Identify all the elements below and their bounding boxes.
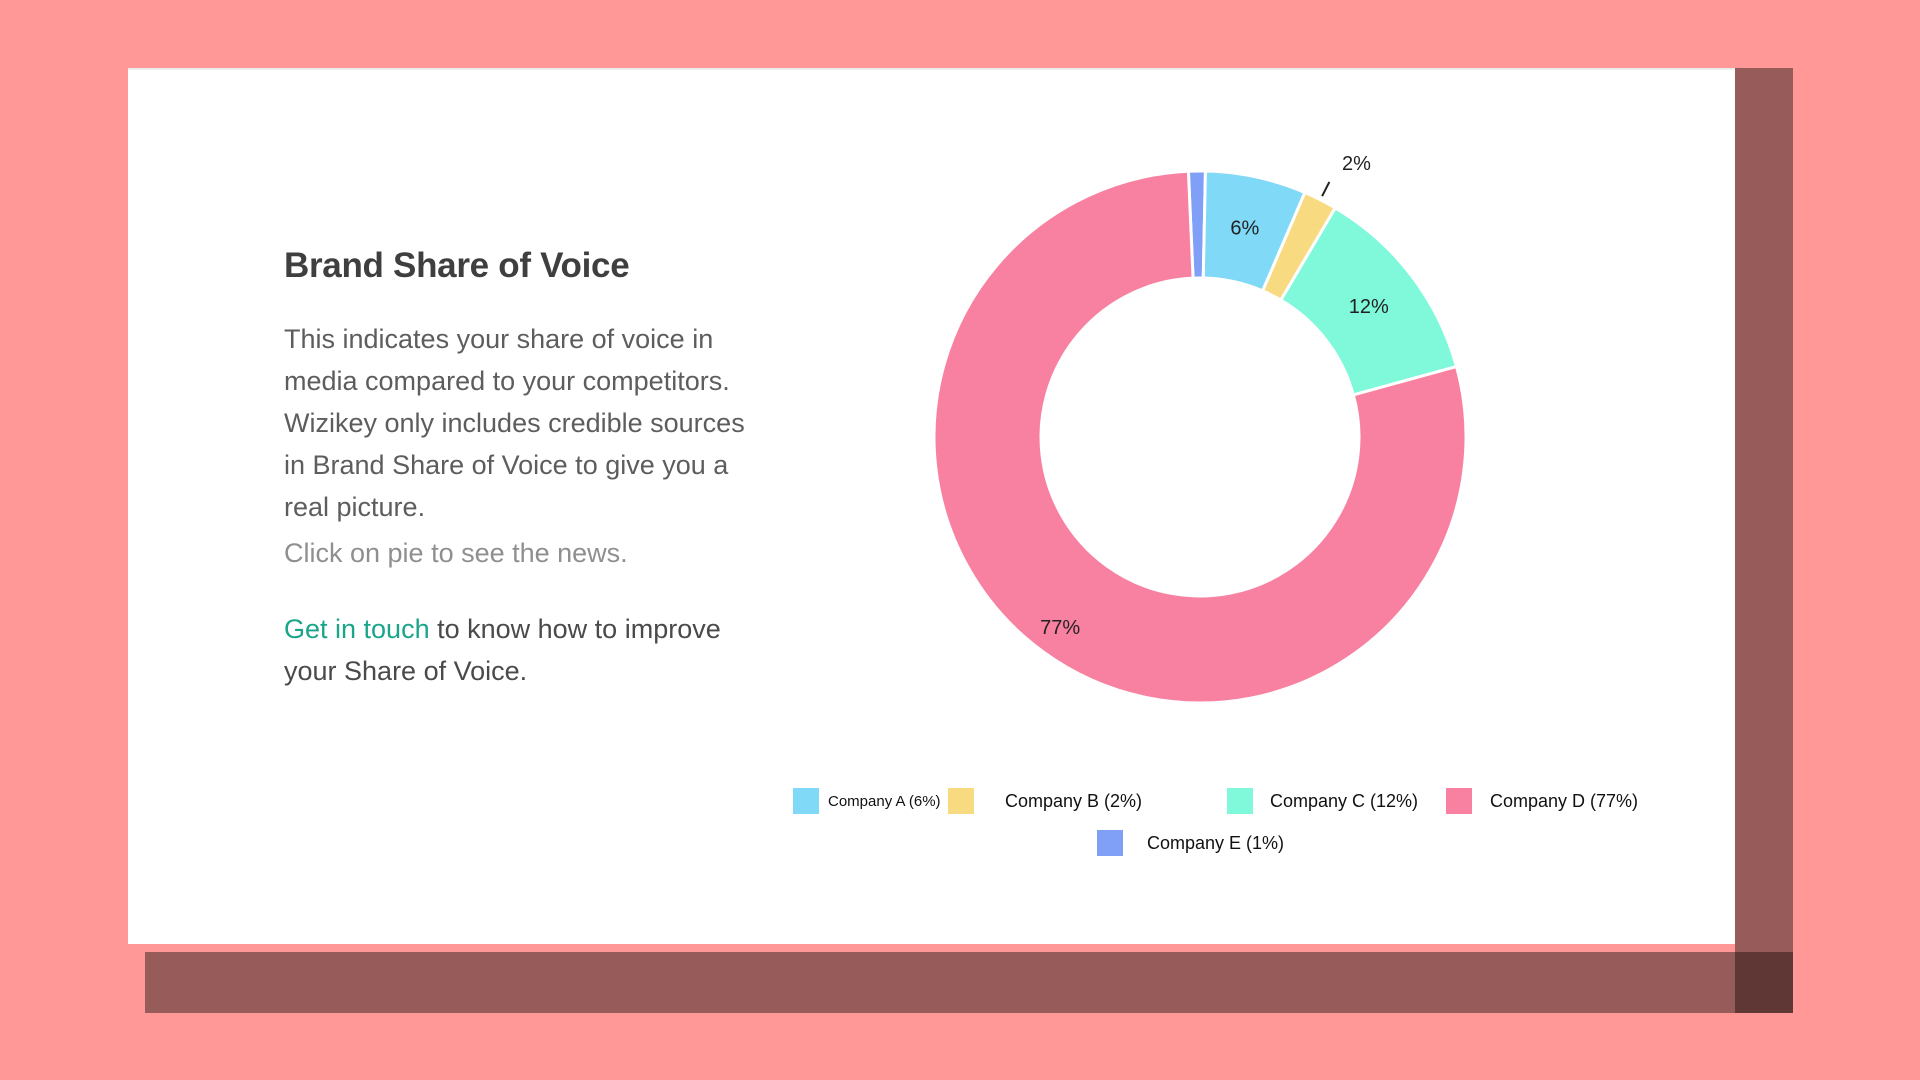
legend-swatch-company-c	[1227, 788, 1253, 814]
legend-item-company-d[interactable]: Company D (77%)	[1446, 788, 1638, 814]
get-in-touch-link[interactable]: Get in touch	[284, 614, 430, 644]
donut-slice-company-d[interactable]	[932, 169, 1468, 705]
chart-hint: Click on pie to see the news.	[284, 538, 628, 568]
cta-text: Get in touch to know how to improve your…	[284, 608, 764, 692]
legend-item-company-c[interactable]: Company C (12%)	[1227, 788, 1418, 814]
legend-swatch-company-d	[1446, 788, 1472, 814]
legend-item-company-b[interactable]: Company B (2%)	[948, 788, 1142, 814]
card-shadow-bottom	[145, 952, 1735, 1013]
legend-item-company-a[interactable]: Company A (6%)	[793, 788, 941, 814]
legend-swatch-company-a	[793, 788, 819, 814]
card-shadow-corner	[1735, 952, 1793, 1013]
panel-description: This indicates your share of voice in me…	[284, 324, 745, 522]
legend-swatch-company-b	[948, 788, 974, 814]
legend-label-company-a: Company A (6%)	[828, 792, 941, 810]
legend-label-company-b: Company B (2%)	[1005, 790, 1143, 811]
cta-suffix: to know how to improve your Share of Voi…	[284, 614, 721, 686]
legend-label-company-c: Company C (12%)	[1270, 790, 1419, 811]
legend-label-company-e: Company E (1%)	[1147, 832, 1285, 853]
panel-title: Brand Share of Voice	[284, 246, 630, 285]
legend-item-company-e[interactable]: Company E (1%)	[1097, 830, 1284, 856]
legend-label-company-d: Company D (77%)	[1490, 790, 1639, 811]
card-shadow-right	[1735, 68, 1793, 952]
legend-swatch-company-e	[1097, 830, 1123, 856]
